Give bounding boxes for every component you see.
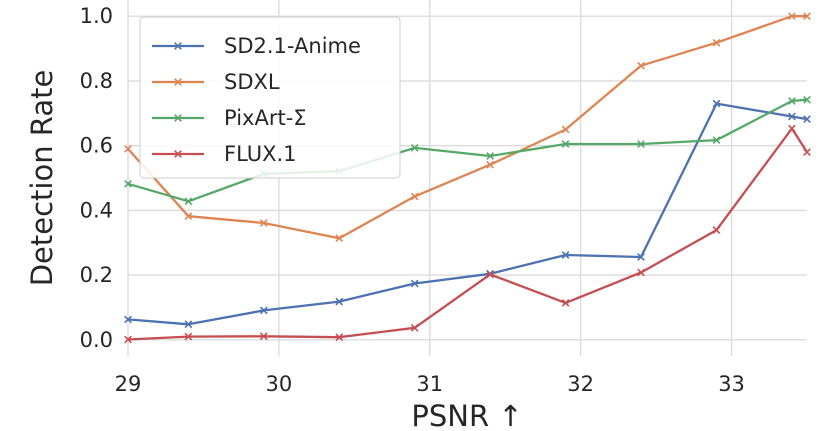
- data-point: [410, 192, 419, 201]
- data-point: [410, 279, 419, 288]
- x-tick-label: 32: [567, 372, 594, 396]
- legend: SD2.1-Anime SDXL PixArt-Σ FLUX.1: [139, 16, 401, 179]
- data-point: [184, 197, 193, 206]
- y-tick-label: 0.0: [80, 328, 113, 352]
- data-point: [124, 179, 132, 188]
- data-point: [124, 335, 132, 344]
- data-point: [561, 251, 570, 259]
- series-sdxl: [124, 12, 811, 243]
- data-point: [259, 219, 268, 227]
- data-point: [712, 136, 721, 145]
- legend-item: PixArt-Σ: [152, 106, 307, 130]
- data-point: [410, 323, 419, 332]
- data-point: [335, 333, 344, 342]
- y-tick-label: 1.0: [80, 4, 113, 28]
- data-point: [803, 115, 811, 123]
- legend-label: FLUX.1: [224, 142, 297, 166]
- legend-label: SD2.1-Anime: [224, 34, 361, 58]
- legend-item: FLUX.1: [152, 142, 297, 166]
- data-point: [712, 99, 721, 108]
- y-axis-title: Detection Rate: [25, 70, 59, 287]
- data-point: [637, 253, 645, 261]
- data-point: [486, 270, 494, 279]
- data-point: [124, 315, 132, 324]
- x-tick-label: 33: [718, 372, 745, 396]
- data-point: [561, 299, 570, 307]
- legend-swatch-marker: [174, 114, 182, 122]
- legend-swatch-marker: [174, 42, 182, 50]
- data-point: [561, 125, 570, 134]
- data-point: [637, 61, 645, 70]
- legend-swatch-marker: [174, 150, 182, 158]
- data-point: [335, 297, 344, 306]
- x-tick-label: 31: [416, 372, 443, 396]
- x-tick-label: 29: [115, 372, 142, 396]
- data-point: [184, 212, 193, 221]
- legend-item: SDXL: [152, 70, 280, 94]
- data-point: [788, 97, 796, 105]
- data-point: [788, 112, 796, 121]
- series-flux-1: [124, 124, 811, 344]
- y-tick-label: 0.4: [80, 198, 113, 222]
- data-point: [124, 145, 132, 153]
- data-point: [561, 140, 570, 148]
- data-series: [124, 12, 811, 344]
- x-axis-title: PSNR ↑: [411, 399, 522, 431]
- data-point: [410, 144, 419, 152]
- data-point: [637, 268, 645, 277]
- data-point: [259, 306, 268, 315]
- data-point: [486, 160, 494, 169]
- data-point: [788, 12, 796, 21]
- data-point: [712, 38, 721, 47]
- y-tick-label: 0.6: [80, 134, 113, 158]
- data-point: [803, 148, 811, 156]
- data-point: [803, 95, 811, 104]
- data-point: [184, 320, 193, 329]
- x-tick-label: 30: [266, 372, 293, 396]
- data-point: [486, 152, 494, 160]
- data-point: [712, 226, 721, 234]
- data-point: [335, 234, 344, 243]
- legend-label: PixArt-Σ: [224, 106, 307, 130]
- y-axis-ticks: 0.0 0.2 0.4 0.6 0.8 1.0: [80, 4, 113, 352]
- y-tick-label: 0.8: [80, 69, 113, 93]
- data-point: [184, 332, 193, 341]
- x-axis-ticks: 29 30 31 32 33: [115, 372, 745, 396]
- legend-swatch-marker: [174, 78, 182, 86]
- data-point: [637, 140, 645, 148]
- data-point: [788, 124, 796, 133]
- legend-label: SDXL: [224, 70, 280, 94]
- plot-area: [124, 0, 811, 356]
- data-point: [259, 332, 268, 341]
- data-point: [803, 12, 811, 21]
- y-tick-label: 0.2: [80, 263, 113, 287]
- legend-frame: [139, 16, 401, 179]
- legend-item: SD2.1-Anime: [152, 34, 361, 58]
